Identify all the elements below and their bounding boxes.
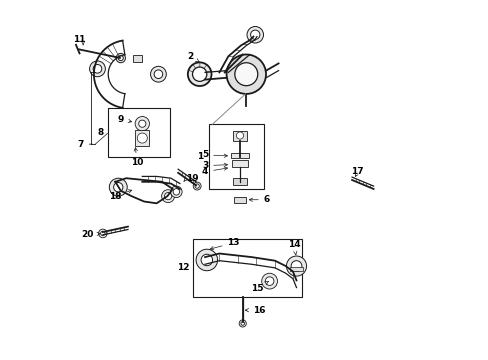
Circle shape — [286, 256, 306, 276]
Text: 11: 11 — [73, 35, 85, 44]
Text: 10: 10 — [130, 148, 143, 167]
Circle shape — [250, 30, 260, 40]
Text: 9: 9 — [117, 114, 131, 123]
Text: 12: 12 — [177, 264, 189, 273]
Text: 17: 17 — [350, 167, 363, 176]
Circle shape — [236, 132, 243, 139]
Circle shape — [118, 55, 123, 60]
Bar — [230, 153, 248, 158]
Circle shape — [113, 183, 122, 192]
Text: 2: 2 — [187, 52, 199, 62]
Bar — [290, 267, 303, 271]
Text: 15: 15 — [250, 282, 268, 293]
Circle shape — [101, 231, 105, 235]
Circle shape — [173, 189, 179, 195]
Circle shape — [150, 66, 166, 82]
Text: 5: 5 — [202, 150, 227, 159]
Circle shape — [261, 273, 277, 289]
Text: 8: 8 — [97, 128, 103, 137]
Text: 3: 3 — [202, 161, 227, 170]
Bar — [231, 160, 248, 167]
Circle shape — [195, 184, 199, 188]
Circle shape — [164, 193, 171, 200]
Bar — [234, 197, 245, 203]
Text: 4: 4 — [202, 167, 227, 176]
Circle shape — [192, 67, 206, 81]
Text: 13: 13 — [210, 238, 240, 250]
Circle shape — [116, 53, 125, 63]
Circle shape — [99, 229, 107, 238]
Bar — [107, 108, 170, 157]
Bar — [192, 239, 301, 297]
Circle shape — [139, 120, 145, 127]
Circle shape — [89, 61, 105, 77]
Circle shape — [201, 254, 212, 266]
Text: 16: 16 — [245, 306, 264, 315]
Circle shape — [290, 261, 301, 271]
Circle shape — [170, 186, 182, 198]
Circle shape — [226, 54, 265, 94]
Text: 1: 1 — [196, 152, 203, 161]
Circle shape — [193, 182, 201, 190]
Bar — [232, 131, 247, 140]
Bar — [133, 55, 142, 62]
Circle shape — [109, 178, 127, 196]
Circle shape — [246, 27, 263, 43]
Text: 20: 20 — [81, 230, 100, 239]
Circle shape — [137, 133, 147, 143]
Circle shape — [187, 62, 211, 86]
Text: 18: 18 — [109, 190, 131, 201]
Text: 14: 14 — [287, 240, 300, 255]
Bar — [232, 178, 247, 185]
Bar — [208, 125, 264, 189]
Circle shape — [162, 190, 174, 203]
Circle shape — [196, 249, 217, 271]
Circle shape — [135, 117, 149, 131]
Text: 6: 6 — [249, 195, 269, 204]
Text: 7: 7 — [77, 140, 92, 149]
Text: 19: 19 — [186, 174, 199, 183]
Bar — [135, 130, 149, 146]
Circle shape — [234, 63, 257, 86]
Circle shape — [241, 321, 244, 325]
Circle shape — [154, 70, 163, 78]
Circle shape — [239, 320, 246, 327]
Circle shape — [265, 277, 273, 285]
Circle shape — [93, 64, 102, 73]
